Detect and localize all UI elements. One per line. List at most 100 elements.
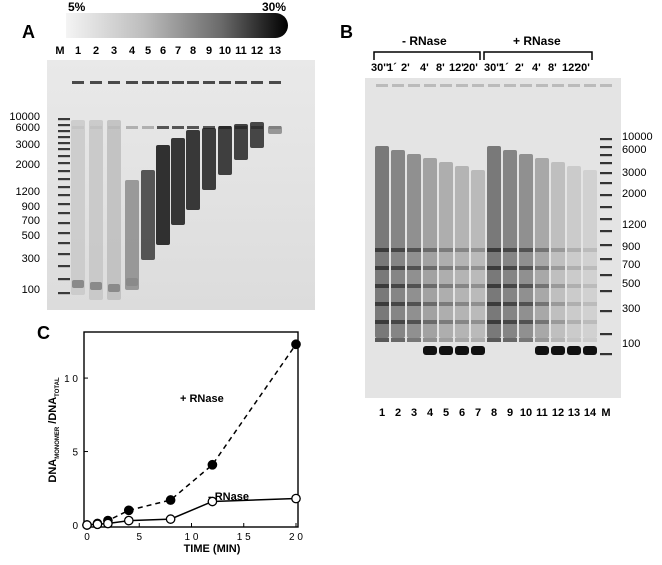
panel-a-ladder-label: 10000 <box>9 111 40 123</box>
minus-rnase-group-label: - RNase <box>402 34 447 48</box>
panel-b-time-label: 30'' <box>371 62 389 74</box>
panel-b-time-label: 8' <box>436 62 445 74</box>
panel-b-ladder-label: 1200 <box>622 219 647 231</box>
data-point-minus-rnase <box>92 519 103 530</box>
panel-a-ladder-label: 3000 <box>15 139 40 151</box>
y-tick-label: 1 0 <box>64 374 78 385</box>
data-point-minus-rnase <box>123 515 134 526</box>
gradient-low-label: 5% <box>68 0 86 14</box>
panel-b-lane-label: 1 <box>378 407 386 419</box>
panel-c-chart: TIME (MIN) DNAMONOMER /DNATOTAL 0 5 1 0 1 5… <box>47 331 303 555</box>
panel-b-time-label: 30'' <box>484 62 502 74</box>
panel-b-lane-label: 9 <box>506 407 514 419</box>
data-point-plus-rnase <box>291 339 301 350</box>
x-tick-label: 1 5 <box>237 532 251 543</box>
panel-a-ladder-label: 1200 <box>15 186 40 198</box>
series-label-plus-rnase: + RNase <box>180 393 224 405</box>
x-tick-label: 1 0 <box>185 532 199 543</box>
y-axis-label: DNAMONOMER /DNATOTAL <box>47 377 61 483</box>
panel-a-ladder-label: 6000 <box>15 122 40 134</box>
data-point-plus-rnase <box>207 459 218 470</box>
panel-a-ladder-label: 500 <box>21 230 40 242</box>
y-axis-label-sub2: TOTAL <box>55 377 61 397</box>
x-axis-label: TIME (MIN) <box>184 543 241 555</box>
x-tick-label: 5 <box>136 532 142 543</box>
panel-a-gel-image <box>47 60 315 310</box>
panel-b-lane-label: 8 <box>490 407 498 419</box>
panel-b-time-label: 20' <box>463 62 478 74</box>
panel-a-ladder-label: 700 <box>21 215 40 227</box>
group-brackets <box>373 51 593 60</box>
panel-a-ladder-label: 900 <box>21 201 40 213</box>
panel-a-lane-label: 1 <box>74 45 82 57</box>
panel-b-ladder-label: 500 <box>622 278 641 290</box>
panel-b-lane-label: 13 <box>567 407 581 419</box>
panel-c-letter: C <box>37 323 50 343</box>
y-axis-label-sub1: MONOMER <box>55 426 61 459</box>
panel-b-lane-label: 3 <box>410 407 418 419</box>
panel-a-lane-label: 12 <box>250 45 264 57</box>
panel-b-lane-label: 14 <box>583 407 597 419</box>
panel-b-ladder-label: 900 <box>622 241 641 253</box>
data-point-minus-rnase <box>103 518 113 529</box>
data-point-plus-rnase <box>123 505 134 516</box>
panel-b-lane-label: 6 <box>458 407 466 419</box>
panel-b-ladder-label: 2000 <box>622 188 647 200</box>
gradient-high-label: 30% <box>262 0 287 14</box>
panel-b-lane-label: 10 <box>519 407 533 419</box>
panel-a-ladder-label: 2000 <box>15 159 40 171</box>
panel-b-lane-label: 12 <box>551 407 565 419</box>
panel-a-lane-label: 2 <box>92 45 100 57</box>
panel-b-time-label: 4' <box>532 62 541 74</box>
x-tick-label: 2 0 <box>289 532 303 543</box>
panel-a-lane-label: 5 <box>144 45 152 57</box>
panel-b-time-label: 2' <box>401 62 410 74</box>
panel-a-lane-label: 9 <box>205 45 213 57</box>
panel-a-lane-label: 4 <box>128 45 136 57</box>
plus-rnase-group-label: + RNase <box>513 34 561 48</box>
panel-a-lane-label: 7 <box>174 45 182 57</box>
panel-b-lane-label: 5 <box>442 407 450 419</box>
panel-a-lane-label: M <box>55 45 65 57</box>
panel-b-time-label: 4' <box>420 62 429 74</box>
panel-b-time-label: 1´ <box>499 62 509 74</box>
series-line-plus-rnase <box>86 343 297 526</box>
y-axis-label-mid: /DNA <box>47 397 59 427</box>
data-point-minus-rnase <box>82 520 92 530</box>
panel-b-ladder-label: 300 <box>622 303 641 315</box>
panel-b-ladder-label: 700 <box>622 259 641 271</box>
data-point-minus-rnase <box>291 493 301 504</box>
panel-b-lane-label: 4 <box>426 407 434 419</box>
panel-b-time-label: 2' <box>515 62 524 74</box>
panel-a-ladder-label: 100 <box>21 284 40 296</box>
panel-a-lane-label: 6 <box>159 45 167 57</box>
panel-b-letter: B <box>340 22 353 42</box>
data-point-minus-rnase <box>207 496 218 507</box>
panel-b-time-label: 12' <box>449 62 464 74</box>
panel-b-time-label: 20' <box>575 62 590 74</box>
panel-a-lane-label: 13 <box>268 45 282 57</box>
panel-b-lane-label: 2 <box>394 407 402 419</box>
panel-a-lane-label: 8 <box>189 45 197 57</box>
data-point-minus-rnase <box>165 514 176 524</box>
y-axis-label-main: DNA <box>47 459 59 483</box>
series-label-minus-rnase: - RNase <box>208 491 249 503</box>
x-tick-label: 0 <box>84 532 90 543</box>
y-tick-label: 0 <box>72 521 78 532</box>
panel-b-ladder-label: 6000 <box>622 144 647 156</box>
panel-a-lane-label: 11 <box>235 45 247 57</box>
panel-b-time-label: 12' <box>562 62 577 74</box>
panel-b-gel-image <box>365 78 621 398</box>
panel-b-time-label: 1´ <box>387 62 397 74</box>
panel-b-ladder-label: 100 <box>622 338 641 350</box>
panel-a-ladder-label: 300 <box>21 253 40 265</box>
y-tick-label: 5 <box>72 448 78 459</box>
panel-b-ladder-label: 10000 <box>622 131 653 143</box>
chart-frame <box>83 331 299 528</box>
panel-b-lane-label: M <box>601 407 611 419</box>
data-point-plus-rnase <box>165 495 176 505</box>
panel-b-ladder-label: 3000 <box>622 167 647 179</box>
panel-a-letter: A <box>22 22 35 42</box>
panel-a-lane-label: 3 <box>110 45 118 57</box>
series-line-minus-rnase <box>86 497 297 526</box>
